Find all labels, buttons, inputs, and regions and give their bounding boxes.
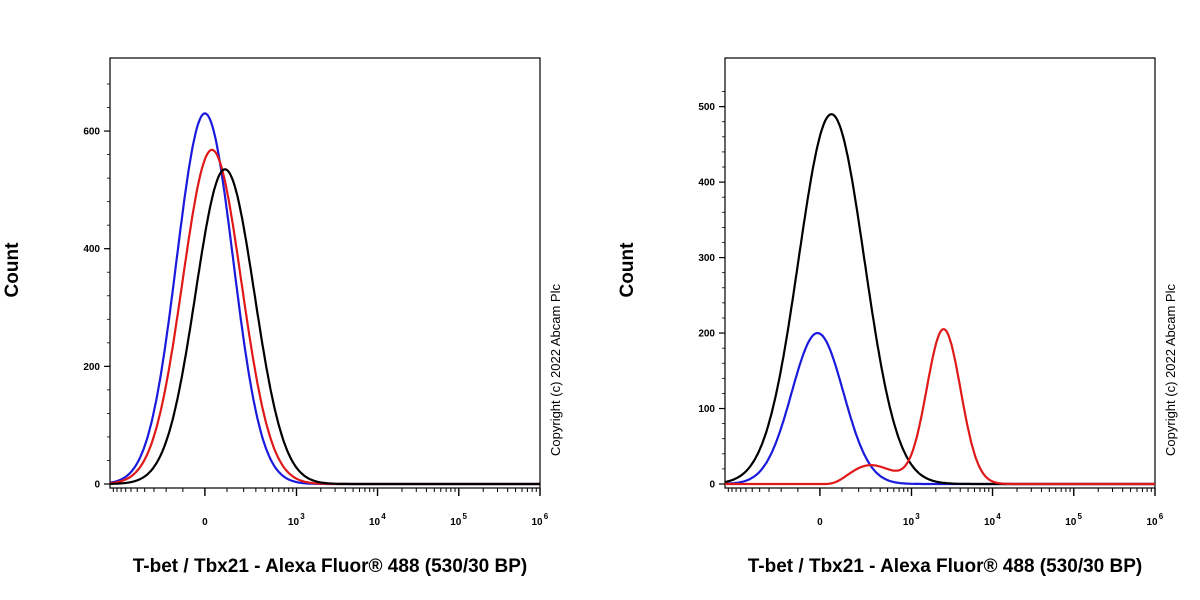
- x-tick-exponent: 3: [915, 512, 920, 521]
- x-tick-label: 10: [450, 517, 462, 528]
- plot-frame: [109, 57, 541, 489]
- y-tick-label: 100: [698, 404, 715, 415]
- x-axis-title: T-bet / Tbx21 - Alexa Fluor® 488 (530/30…: [133, 556, 527, 577]
- x-tick-label: 10: [1146, 517, 1158, 528]
- histogram-series-red: [724, 328, 1156, 486]
- y-axis-title: Count: [617, 242, 638, 298]
- series-layer: [109, 112, 541, 486]
- y-tick-label: 500: [698, 102, 715, 113]
- histogram-series-black: [724, 113, 1156, 486]
- histogram-series-black: [109, 168, 541, 486]
- y-tick-label: 200: [698, 329, 715, 340]
- x-tick-exponent: 5: [463, 512, 468, 521]
- x-tick-label: 10: [531, 517, 543, 528]
- y-axis: 0 100 200 300 400 500: [698, 91, 725, 491]
- histogram-series-blue: [724, 332, 1156, 486]
- x-tick-exponent: 6: [544, 512, 549, 521]
- x-tick-label: 0: [202, 517, 208, 528]
- y-tick-label: 400: [83, 244, 100, 255]
- copyright-text: Copyright (c) 2022 Abcam Plc: [1163, 284, 1178, 456]
- x-tick-label: 0: [817, 517, 823, 528]
- plot-frame: [724, 57, 1156, 489]
- histogram-series-blue: [109, 112, 541, 486]
- y-tick-label: 0: [94, 480, 100, 491]
- x-tick-label: 10: [984, 517, 996, 528]
- x-tick-exponent: 3: [300, 512, 305, 521]
- x-tick-label: 10: [369, 517, 381, 528]
- x-tick-exponent: 6: [1159, 512, 1164, 521]
- x-tick-exponent: 4: [381, 512, 386, 521]
- y-tick-label: 400: [698, 178, 715, 189]
- x-axis-title: T-bet / Tbx21 - Alexa Fluor® 488 (530/30…: [748, 556, 1142, 577]
- y-tick-label: 300: [698, 253, 715, 264]
- x-tick-exponent: 4: [996, 512, 1001, 521]
- x-tick-exponent: 5: [1078, 512, 1083, 521]
- y-tick-label: 600: [83, 127, 100, 138]
- x-tick-label: 10: [1065, 517, 1077, 528]
- y-tick-label: 0: [709, 480, 715, 491]
- x-tick-label: 10: [288, 517, 300, 528]
- x-tick-label: 10: [903, 517, 915, 528]
- copyright-text: Copyright (c) 2022 Abcam Plc: [548, 284, 563, 456]
- y-axis-title: Count: [2, 242, 23, 298]
- series-layer: [724, 113, 1156, 486]
- histogram-series-red: [109, 148, 541, 486]
- y-axis: 0 200 400 600: [83, 83, 110, 491]
- y-tick-label: 200: [83, 362, 100, 373]
